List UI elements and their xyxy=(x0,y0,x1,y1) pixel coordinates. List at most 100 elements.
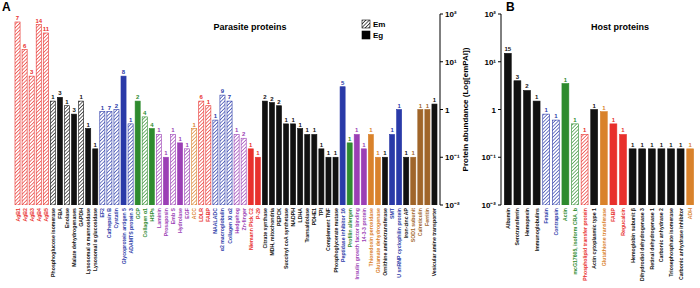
x-tick-label: α2 macroglobulin xyxy=(219,208,225,251)
bar xyxy=(93,149,98,205)
count-label: 1 xyxy=(185,142,189,148)
panel: 10⁻²10⁻¹110¹10²111115321111111111111Albu… xyxy=(481,0,693,281)
legend-label: Eg xyxy=(373,31,383,40)
count-label: 2 xyxy=(277,99,281,105)
x-tick-label: Complement TNF xyxy=(325,208,331,251)
bar xyxy=(572,124,579,205)
bar xyxy=(199,101,204,205)
panel-title: A xyxy=(2,0,11,14)
count-label: 1 xyxy=(397,103,401,109)
x-tick-label: EF2 xyxy=(99,208,105,218)
bar xyxy=(15,22,20,205)
bar xyxy=(668,149,675,205)
y-tick xyxy=(440,61,443,62)
y-tick xyxy=(498,61,501,62)
x-tick-label: GCP xyxy=(135,207,141,219)
count-label: 1 xyxy=(376,150,380,156)
bar xyxy=(382,157,387,205)
y-tick-label: 10² xyxy=(445,10,457,19)
bar xyxy=(305,134,310,205)
bar xyxy=(333,157,338,205)
x-tick-label: Zn-finger xyxy=(241,208,247,230)
legend-label: Em xyxy=(373,20,385,29)
bar xyxy=(29,76,34,205)
bar xyxy=(591,110,598,206)
y-tick-label: 10⁻¹ xyxy=(481,153,496,162)
count-label: 1 xyxy=(313,127,317,133)
count-label: 1 xyxy=(207,99,211,105)
bar xyxy=(135,101,140,205)
y-tick-label: 10⁻² xyxy=(445,201,460,210)
bar xyxy=(524,90,531,205)
bar xyxy=(368,134,373,205)
count-label: 5 xyxy=(341,80,345,86)
x-tick-label: Glycoprotein antigen 5 xyxy=(121,208,127,264)
bar xyxy=(206,106,211,205)
bar xyxy=(620,134,627,205)
bar xyxy=(43,33,48,205)
count-label: 11 xyxy=(43,26,50,32)
x-tick-label: Contrapsin xyxy=(553,208,559,235)
y-tick-label: 10¹ xyxy=(484,58,496,67)
x-tick-label: NAALADC xyxy=(212,208,218,234)
count-label: 1 xyxy=(383,150,387,156)
count-label: 1 xyxy=(612,117,616,123)
bar xyxy=(658,149,665,205)
x-tick-label: Niemann Pick C2 xyxy=(248,208,254,250)
bar xyxy=(326,157,331,205)
x-tick-label: Cathepsin B xyxy=(106,208,112,239)
y-tick xyxy=(498,14,501,15)
bar xyxy=(227,101,232,205)
count-label: 4 xyxy=(143,110,147,116)
x-tick-label: Actin cytoplasmic type 1 xyxy=(591,208,597,269)
bar xyxy=(255,157,260,205)
x-tick-label: LDHA xyxy=(297,208,303,223)
bar xyxy=(319,149,324,205)
x-tick-label: Carbonic anhydrase 2 xyxy=(658,208,664,262)
bar xyxy=(269,103,274,205)
bar xyxy=(86,129,91,205)
bar xyxy=(213,120,218,205)
x-tick-label: Dihydrodiol dehydrogenase 3 xyxy=(639,208,645,281)
bar xyxy=(178,143,183,205)
bar xyxy=(552,120,559,205)
count-label: 2 xyxy=(242,131,246,137)
x-tick-label: Triosephosphate isomerase xyxy=(668,208,674,277)
count-label: 1 xyxy=(164,150,168,156)
bar xyxy=(72,114,77,205)
count-label: 1 xyxy=(65,99,69,105)
x-tick-label: Serotransferrin xyxy=(514,208,520,245)
bar xyxy=(36,25,41,205)
bar xyxy=(361,149,366,205)
x-tick-label: EGF xyxy=(184,208,190,219)
y-tick-label: 10⁻² xyxy=(481,201,496,210)
x-tick-label: ADH xyxy=(687,208,693,219)
x-tick-label: Phospholipid transfer protein xyxy=(582,208,588,281)
x-tick-label: Glutamate dehydrogenase xyxy=(375,208,381,273)
count-label: 1 xyxy=(545,107,549,113)
y-tick xyxy=(498,157,501,158)
y-tick-label: 10⁻¹ xyxy=(445,153,460,162)
count-label: 1 xyxy=(679,142,683,148)
count-label: 3 xyxy=(58,90,62,96)
count-label: 1 xyxy=(284,117,288,123)
x-tick-label: Enolase xyxy=(64,208,70,228)
bar xyxy=(639,149,646,205)
x-tick-label: PDHE1 xyxy=(311,208,317,225)
x-tick-label: MDH, mitochondria xyxy=(269,208,275,256)
x-tick-label: P-29 xyxy=(255,208,261,219)
count-label: 6 xyxy=(23,43,27,49)
x-tick-label: Peptidase inhibitor 16 xyxy=(340,208,346,262)
count-label: 1 xyxy=(535,94,539,100)
count-label: 1 xyxy=(405,150,409,156)
y-tick xyxy=(440,14,443,15)
panel: 10⁻²10⁻¹110¹10²Protein abundance (Log[em… xyxy=(2,0,470,279)
bar xyxy=(241,138,246,205)
count-label: 1 xyxy=(94,142,98,148)
x-tick-label: SMT xyxy=(389,207,395,219)
count-label: 1 xyxy=(412,150,416,156)
x-tick-label: Cystatin xyxy=(113,208,119,228)
count-label: 1 xyxy=(583,127,587,133)
count-label: 1 xyxy=(355,127,359,133)
y-tick-label: 1 xyxy=(492,106,497,115)
